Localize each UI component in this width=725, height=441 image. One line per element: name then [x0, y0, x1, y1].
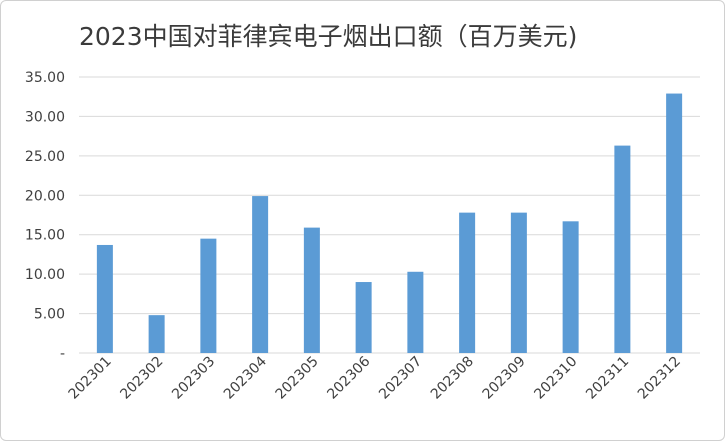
x-tick-label: 202311 [583, 354, 632, 403]
x-tick-label: 202304 [221, 353, 270, 402]
gridlines [79, 76, 700, 354]
bar-202302 [148, 315, 165, 353]
x-axis-ticks: 202301 202302 202303 202304 202305 202306 2023… [66, 353, 684, 402]
bar-202307 [407, 271, 424, 353]
x-tick-label: 202305 [273, 354, 322, 403]
y-tick-label: 35.00 [25, 70, 65, 86]
bar-202309 [510, 212, 527, 353]
y-axis-ticks: - 5.00 10.00 15.00 20.00 25.00 30.00 35.00 [25, 70, 65, 362]
x-tick-label: 202309 [480, 354, 529, 403]
x-tick-label: 202301 [66, 354, 115, 403]
x-tick-label: 202307 [376, 354, 425, 403]
bar-202310 [562, 221, 579, 353]
y-tick-label: 10.00 [25, 267, 65, 283]
chart-title: 2023中国对菲律宾电子烟出口额（百万美元) [79, 22, 578, 51]
bar-202305 [303, 227, 320, 353]
bar-202308 [459, 212, 476, 353]
x-tick-label: 202310 [531, 354, 580, 403]
y-tick-label: 25.00 [25, 149, 65, 165]
x-tick-label: 202312 [635, 354, 684, 403]
y-tick-label: 15.00 [25, 228, 65, 244]
y-tick-label: - [60, 346, 65, 362]
y-tick-label: 20.00 [25, 188, 65, 204]
bar-202306 [355, 282, 372, 353]
bar-202301 [96, 244, 113, 353]
bars [96, 93, 683, 353]
x-tick-label: 202306 [324, 353, 373, 402]
x-tick-label: 202308 [428, 354, 477, 403]
y-tick-label: 5.00 [34, 307, 65, 323]
bar-202311 [614, 145, 631, 353]
y-tick-label: 30.00 [25, 109, 65, 125]
bar-202304 [252, 196, 269, 353]
bar-202303 [200, 238, 217, 353]
bar-202312 [666, 93, 683, 353]
x-tick-label: 202303 [169, 354, 218, 403]
x-tick-label: 202302 [117, 354, 166, 403]
